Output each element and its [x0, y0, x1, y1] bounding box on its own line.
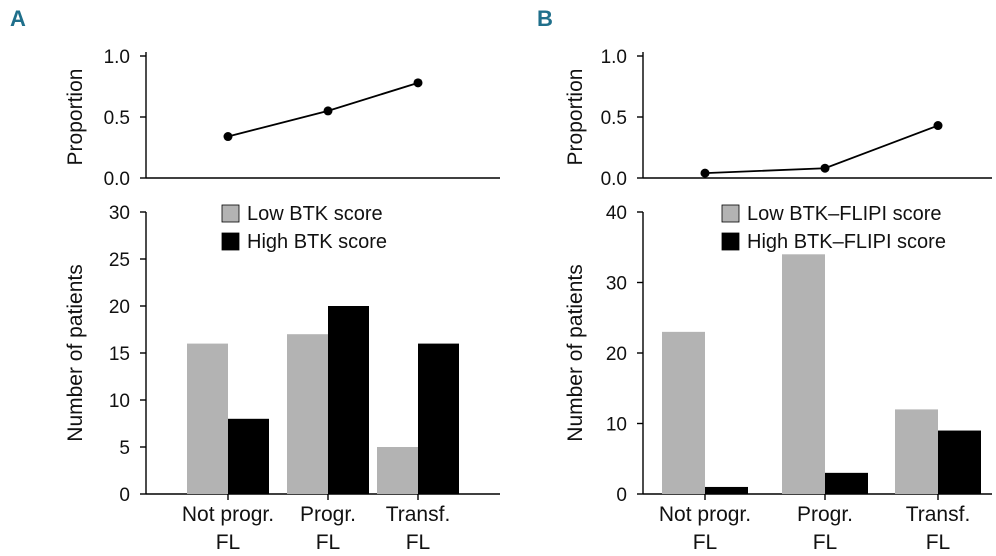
y-tick-label: 0: [616, 485, 627, 506]
x-category-label: FL: [693, 531, 718, 551]
y-tick-label: 0.0: [601, 169, 627, 190]
x-category-label: Not progr.: [182, 503, 274, 526]
x-category-label: Progr.: [300, 503, 356, 526]
panel-b: B 0.0 0.5 1.0 Proportion 0 10 20 30 40 Number of p…: [537, 6, 992, 554]
y-tick-label: 15: [109, 344, 130, 365]
y-tick-label: 1.0: [601, 47, 627, 68]
bar-high-1: [328, 306, 369, 494]
x-category-label: Transf.: [386, 503, 451, 526]
proportion-series-line: [227, 81, 419, 138]
legend-label: High BTK score: [247, 231, 387, 253]
x-category-label: FL: [926, 531, 951, 551]
x-category-label: FL: [813, 531, 838, 551]
panel-label: B: [537, 6, 553, 31]
bar-low-1: [782, 254, 825, 494]
bar-high-1: [825, 472, 868, 494]
bar-low-0: [662, 331, 705, 494]
proportion-line-chart: 0.0 0.5 1.0 Proportion: [64, 47, 500, 190]
patients-bar-chart: 0 10 20 30 40 Number of patients Not progr. FL P…: [564, 203, 992, 554]
data-point: [820, 163, 830, 173]
legend-label: Low BTK–FLIPI score: [747, 203, 942, 225]
y-axis-title: Number of patients: [64, 264, 87, 441]
bar-high-2: [938, 430, 981, 494]
bar-low-2: [377, 447, 418, 494]
x-category-label: Not progr.: [659, 503, 751, 526]
x-category-label: FL: [316, 531, 341, 551]
data-point: [933, 121, 943, 131]
data-point: [413, 78, 423, 88]
y-tick-label: 0.5: [104, 108, 130, 129]
data-point: [323, 106, 333, 116]
legend: Low BTK score High BTK score: [221, 203, 387, 253]
panel-a: A 0.0 0.5 1.0 Proportion 0 5 10 15 20 25 30 Number o…: [10, 6, 500, 554]
legend-label: High BTK–FLIPI score: [747, 231, 946, 253]
x-category-label: FL: [216, 531, 241, 551]
y-axis-title: Proportion: [564, 69, 587, 166]
legend-swatch: [221, 232, 240, 251]
y-axis-title: Number of patients: [564, 264, 587, 441]
legend-swatch: [721, 232, 740, 251]
legend-swatch: [721, 204, 740, 223]
y-tick-label: 30: [109, 203, 130, 224]
bar-high-0: [228, 418, 269, 494]
y-tick-label: 10: [606, 415, 627, 436]
bar-low-0: [187, 343, 228, 494]
data-point: [700, 168, 710, 178]
x-category-label: Progr.: [797, 503, 853, 526]
proportion-line-chart: 0.0 0.5 1.0 Proportion: [564, 47, 992, 190]
x-category-label: Transf.: [906, 503, 971, 526]
y-tick-label: 20: [606, 344, 627, 365]
y-tick-label: 1.0: [104, 47, 130, 68]
y-tick-label: 5: [119, 438, 130, 459]
patients-bar-chart: 0 5 10 15 20 25 30 Number of patients Not progr.…: [64, 203, 500, 554]
y-tick-label: 10: [109, 391, 130, 412]
y-tick-label: 30: [606, 274, 627, 295]
bar-high-2: [418, 343, 459, 494]
x-category-label: FL: [406, 531, 431, 551]
legend: Low BTK–FLIPI score High BTK–FLIPI score: [721, 203, 946, 253]
legend-swatch: [221, 204, 240, 223]
legend-label: Low BTK score: [247, 203, 383, 225]
y-tick-label: 0.0: [104, 169, 130, 190]
y-tick-label: 20: [109, 297, 130, 318]
bar-low-2: [895, 409, 938, 494]
data-point: [223, 132, 233, 142]
y-tick-label: 0: [119, 485, 130, 506]
y-tick-label: 0.5: [601, 108, 627, 129]
panel-label: A: [10, 6, 26, 31]
bar-high-0: [705, 486, 748, 494]
y-tick-label: 25: [109, 250, 130, 271]
y-tick-label: 40: [606, 203, 627, 224]
y-axis-title: Proportion: [64, 69, 87, 166]
bar-low-1: [287, 334, 328, 494]
